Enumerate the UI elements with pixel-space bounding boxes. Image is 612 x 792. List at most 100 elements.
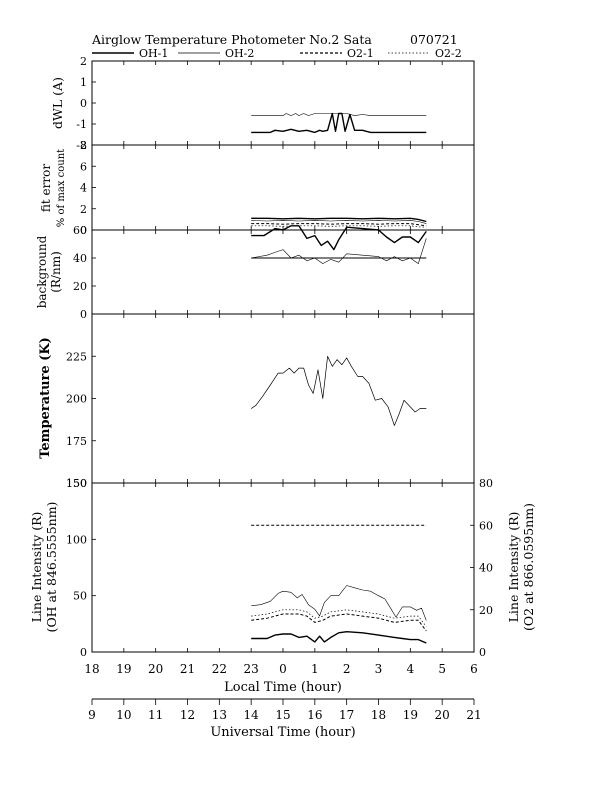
panel-intensity-y2label: Line Intensity (R) — [506, 512, 521, 623]
panel-temperature-frame — [91, 313, 475, 484]
ytick-label: 0 — [80, 308, 87, 321]
panel-temperature-ylabel: Temperature (K) — [38, 337, 53, 459]
panel-fit: fit error % of max count 0 2 4 6 8 — [39, 139, 475, 237]
ut-tick-label: 19 — [403, 708, 418, 722]
ytick-label: -1 — [76, 118, 87, 131]
legend-label-o21: O2-1 — [347, 47, 374, 60]
ytick-label: 175 — [66, 435, 87, 448]
local-time-tick-label: 3 — [375, 662, 383, 676]
panel-background: background (R/nm) 0 20 40 60 — [35, 224, 475, 321]
series-line-oh-2 — [251, 585, 427, 621]
panel-fit-series — [251, 217, 427, 228]
ytick-label: 8 — [80, 139, 87, 152]
series-line-o2-1 — [251, 613, 427, 632]
panel-dwl-series — [251, 112, 427, 134]
ut-tick-label: 11 — [148, 708, 163, 722]
panel-background-ylabel2: (R/nm) — [49, 251, 63, 293]
panel-intensity-y2label2: (O2 at 866.0595nm) — [521, 503, 536, 631]
y2tick-label: 40 — [479, 562, 493, 575]
panel-fit-ticks: 0 2 4 6 8 — [80, 139, 475, 237]
series-line-oh-1 — [251, 112, 427, 134]
ut-tick-label: 16 — [307, 708, 322, 722]
local-time-tick-label: 4 — [407, 662, 415, 676]
legend-label-oh1: OH-1 — [139, 47, 168, 60]
ytick-label: 0 — [80, 97, 87, 110]
legend-item-oh2: OH-2 — [178, 47, 254, 60]
ytick-label: 40 — [73, 252, 87, 265]
panel-intensity-frame — [91, 482, 475, 653]
panel-intensity-ylabel2: (OH at 846.5555nm) — [44, 502, 59, 633]
ytick-label: 4 — [80, 182, 87, 195]
ut-tick-label: 14 — [244, 708, 260, 722]
panel-fit-ylabel2: % of max count — [56, 149, 67, 227]
local-time-tick-label: 18 — [84, 662, 99, 676]
panel-intensity-ticks: 0 50 100 150 0 20 40 60 80 — [66, 477, 493, 659]
local-time-axis: 18 19 20 21 22 23 0 1 2 3 4 5 6 Local Time (hour) — [84, 662, 477, 695]
local-time-ticks: 18 19 20 21 22 23 0 1 2 3 4 5 6 — [84, 662, 477, 676]
panel-fit-ylabel: fit error — [39, 164, 53, 212]
ut-tick-label: 12 — [180, 708, 195, 722]
ytick-label: 20 — [73, 280, 87, 293]
local-time-tick-label: 23 — [244, 662, 259, 676]
figure-title: Airglow Temperature Photometer No.2 Sata — [91, 32, 372, 47]
ytick-label: 150 — [66, 477, 87, 490]
panel-intensity: Line Intensity (R) (OH at 846.5555nm) Li… — [29, 477, 536, 659]
ut-tick-label: 20 — [435, 708, 450, 722]
series-line-oh-1 — [251, 631, 427, 644]
panel-temperature-series — [250, 355, 427, 426]
panel-background-ticks: 0 20 40 60 — [73, 224, 475, 321]
ut-ticks: 9 10 11 12 13 14 15 16 17 18 19 20 21 — [88, 699, 482, 722]
local-time-tick-label: 20 — [148, 662, 163, 676]
y2tick-label: 0 — [479, 646, 486, 659]
local-time-tick-label: 5 — [438, 662, 446, 676]
panel-dwl-ticks: -2 -1 0 1 2 — [76, 55, 475, 152]
series-line-oh-1 — [251, 225, 427, 251]
ut-tick-label: 9 — [88, 708, 96, 722]
local-time-tick-label: 21 — [180, 662, 195, 676]
ytick-label: 200 — [66, 393, 87, 406]
local-time-label: Local Time (hour) — [224, 680, 342, 695]
local-time-tick-label: 1 — [311, 662, 319, 676]
ytick-label: 0 — [80, 224, 87, 237]
legend-label-o22: O2-2 — [435, 47, 462, 60]
ytick-label: 2 — [80, 203, 87, 216]
series-line-oh-2 — [251, 113, 427, 116]
legend-label-oh2: OH-2 — [225, 47, 254, 60]
ut-tick-label: 18 — [371, 708, 386, 722]
local-time-tick-label: 2 — [343, 662, 351, 676]
panel-dwl-ylabel: dWL (A) — [50, 77, 65, 129]
ut-tick-label: 10 — [116, 708, 131, 722]
ytick-label: 60 — [73, 224, 87, 237]
local-time-tick-label: 19 — [116, 662, 131, 676]
ut-tick-label: 21 — [466, 708, 481, 722]
series-line-o2-1 — [251, 223, 427, 227]
ut-axis: 9 10 11 12 13 14 15 16 17 18 19 20 21 Universal Time… — [88, 698, 482, 740]
ytick-label: 50 — [73, 590, 87, 603]
panel-intensity-ylabel: Line Intensity (R) — [29, 512, 44, 623]
series-line-oh-1 — [251, 217, 427, 223]
y2tick-label: 60 — [479, 519, 493, 532]
ut-tick-label: 17 — [339, 708, 354, 722]
ytick-label: 150 — [66, 477, 87, 490]
ut-tick-label: 15 — [275, 708, 290, 722]
series-line-oh-2 — [251, 238, 427, 264]
panel-temperature: Temperature (K) 150 175 200 225 — [38, 313, 475, 490]
ytick-label: 225 — [66, 350, 87, 363]
legend-item-oh1: OH-1 — [92, 47, 168, 60]
legend-item-o21: O2-1 — [300, 47, 374, 60]
series-line-o2-2 — [251, 609, 427, 627]
series-line-temperature — [250, 355, 427, 426]
ytick-label: 100 — [66, 533, 87, 546]
ytick-label: 1 — [80, 76, 87, 89]
panel-temperature-ticks: 150 175 200 225 — [66, 314, 475, 490]
panel-fit-frame — [91, 144, 475, 231]
local-time-tick-label: 6 — [470, 662, 478, 676]
local-time-tick-label: 22 — [212, 662, 227, 676]
local-time-tick-label: 0 — [279, 662, 287, 676]
y2tick-label: 80 — [479, 477, 493, 490]
panel-background-frame — [91, 229, 475, 315]
series-line-o2-2 — [251, 225, 427, 228]
panel-intensity-series — [251, 524, 427, 644]
ytick-label: -2 — [76, 139, 87, 152]
panel-background-ylabel: background — [35, 235, 49, 308]
